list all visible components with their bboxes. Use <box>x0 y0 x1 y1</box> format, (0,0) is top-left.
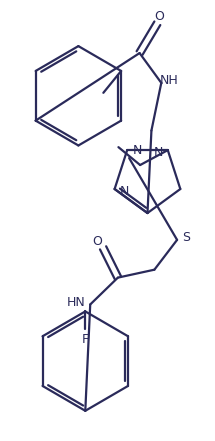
Text: HN: HN <box>67 296 86 309</box>
Text: O: O <box>154 10 164 23</box>
Text: O: O <box>92 235 102 248</box>
Text: N: N <box>154 146 164 159</box>
Text: S: S <box>182 232 190 244</box>
Text: N: N <box>120 184 129 198</box>
Text: N: N <box>132 144 142 157</box>
Text: NH: NH <box>160 75 179 87</box>
Text: F: F <box>82 333 89 346</box>
